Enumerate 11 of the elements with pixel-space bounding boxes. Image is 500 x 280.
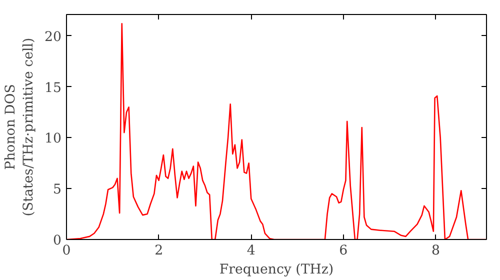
y-tick-label: 20 [44, 30, 62, 45]
y-axis-title: Phonon DOS (States/THz·primitive cell) [4, 38, 37, 216]
x-tick-label: 2 [154, 244, 164, 258]
x-axis-title: Frequency (THz) [219, 262, 334, 278]
y-tick-label: 10 [44, 132, 62, 147]
x-tick-label: 6 [339, 244, 348, 258]
y-tick-label: 0 [53, 234, 62, 248]
x-tick-label: 4 [246, 244, 256, 258]
x-tick-label: 8 [431, 244, 440, 258]
y-tick-label: 5 [53, 182, 62, 198]
y-tick-label: 15 [44, 80, 62, 96]
